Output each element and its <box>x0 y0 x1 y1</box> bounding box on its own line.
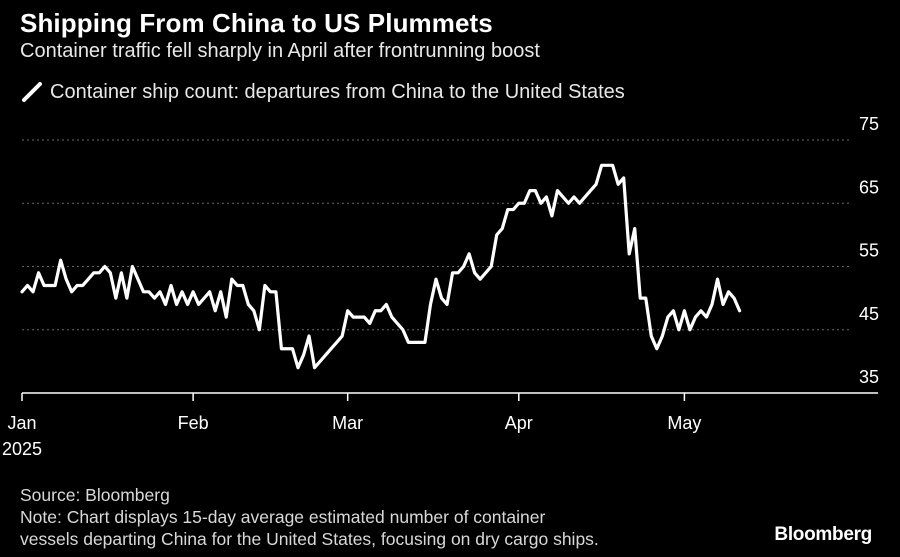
y-tick-label: 55 <box>859 241 879 261</box>
y-tick-label: 75 <box>859 114 879 134</box>
chart-subtitle: Container traffic fell sharply in April … <box>20 40 540 62</box>
series-lines <box>20 163 742 370</box>
note-line-2: vessels departing China for the United S… <box>20 529 599 549</box>
y-tick-label: 45 <box>859 304 879 324</box>
y-tick-label: 35 <box>859 367 879 387</box>
x-axis <box>21 392 878 401</box>
x-tick-label: May <box>667 413 701 433</box>
y-tick-label: 65 <box>859 177 879 197</box>
chart-footer: Source: Bloomberg Note: Chart displays 1… <box>20 484 599 550</box>
source-note: Source: Bloomberg <box>20 485 170 505</box>
line-chart: 75 65 55 45 35 Jan Feb Mar Apr May 2025 <box>2 114 879 459</box>
x-tick-label: Mar <box>332 413 363 433</box>
x-tick-label: Feb <box>178 413 209 433</box>
x-year-label: 2025 <box>2 439 42 459</box>
x-tick-label: Jan <box>7 413 36 433</box>
grid-lines <box>22 139 850 331</box>
x-tick-label: Apr <box>505 413 533 433</box>
series-line <box>20 163 742 370</box>
legend-label: Container ship count: departures from Ch… <box>50 80 625 103</box>
x-axis-labels: Jan Feb Mar Apr May 2025 <box>2 413 701 459</box>
chart-title: Shipping From China to US Plummets <box>20 8 493 38</box>
legend-line-icon <box>22 82 42 102</box>
chart-legend: Container ship count: departures from Ch… <box>20 80 625 104</box>
bloomberg-logo: Bloomberg <box>774 524 872 545</box>
note-line-1: Note: Chart displays 15-day average esti… <box>20 507 546 527</box>
y-axis-labels: 75 65 55 45 35 <box>859 114 879 387</box>
